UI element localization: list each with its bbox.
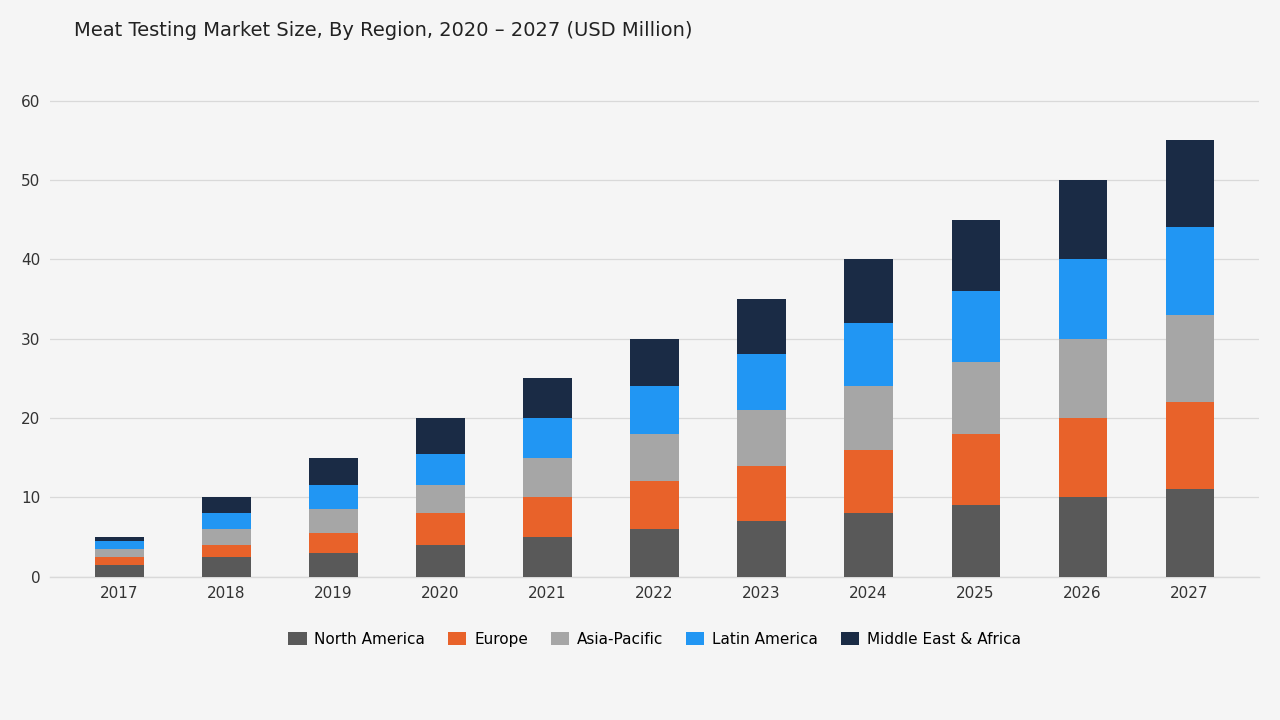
Bar	[1166, 315, 1213, 402]
Bar	[951, 362, 1000, 434]
Bar	[631, 338, 678, 386]
Bar	[310, 458, 357, 485]
Bar	[202, 529, 251, 545]
Bar	[951, 505, 1000, 577]
Text: Meat Testing Market Size, By Region, 2020 – 2027 (USD Million): Meat Testing Market Size, By Region, 202…	[74, 21, 692, 40]
Bar	[202, 513, 251, 529]
Bar	[845, 513, 892, 577]
Legend: North America, Europe, Asia-Pacific, Latin America, Middle East & Africa: North America, Europe, Asia-Pacific, Lat…	[282, 626, 1027, 653]
Bar	[631, 386, 678, 434]
Bar	[737, 410, 786, 466]
Bar	[1059, 338, 1107, 418]
Bar	[1059, 418, 1107, 498]
Bar	[524, 418, 572, 458]
Bar	[96, 537, 143, 541]
Bar	[96, 541, 143, 549]
Bar	[524, 458, 572, 498]
Bar	[951, 434, 1000, 505]
Bar	[1166, 402, 1213, 490]
Bar	[631, 482, 678, 529]
Bar	[524, 537, 572, 577]
Bar	[737, 521, 786, 577]
Bar	[96, 557, 143, 564]
Bar	[1166, 228, 1213, 315]
Bar	[951, 291, 1000, 362]
Bar	[310, 509, 357, 533]
Bar	[631, 529, 678, 577]
Bar	[202, 545, 251, 557]
Bar	[737, 299, 786, 354]
Bar	[310, 553, 357, 577]
Bar	[737, 466, 786, 521]
Bar	[96, 564, 143, 577]
Bar	[737, 354, 786, 410]
Bar	[96, 549, 143, 557]
Bar	[1059, 259, 1107, 338]
Bar	[202, 498, 251, 513]
Bar	[416, 485, 465, 513]
Bar	[845, 386, 892, 450]
Bar	[202, 557, 251, 577]
Bar	[310, 533, 357, 553]
Bar	[416, 545, 465, 577]
Bar	[845, 259, 892, 323]
Bar	[524, 378, 572, 418]
Bar	[524, 498, 572, 537]
Bar	[416, 513, 465, 545]
Bar	[1166, 490, 1213, 577]
Bar	[416, 418, 465, 454]
Bar	[1166, 140, 1213, 228]
Bar	[310, 485, 357, 509]
Bar	[1059, 180, 1107, 259]
Bar	[845, 323, 892, 386]
Bar	[845, 450, 892, 513]
Bar	[416, 454, 465, 485]
Bar	[951, 220, 1000, 291]
Bar	[1059, 498, 1107, 577]
Bar	[631, 434, 678, 482]
